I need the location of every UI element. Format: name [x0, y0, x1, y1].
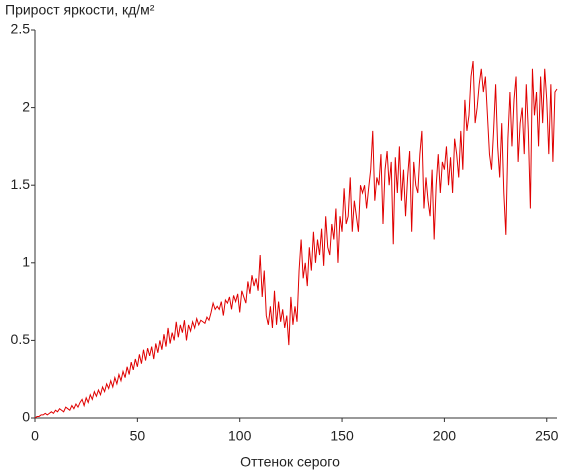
x-tick-label: 100 — [228, 428, 252, 444]
data-line — [34, 60, 558, 419]
x-tick-label: 250 — [535, 428, 559, 444]
chart-title: Прирост яркости, кд/м² — [5, 2, 155, 18]
y-tick-label: 2.5 — [11, 21, 31, 37]
x-axis-label: Оттенок серого — [240, 454, 340, 470]
x-tick-label: 200 — [433, 428, 457, 444]
y-tick-label: 0 — [22, 409, 30, 425]
y-tick-label: 1.5 — [11, 176, 31, 192]
x-tick-label: 150 — [330, 428, 354, 444]
x-tick-label: 0 — [31, 428, 39, 444]
x-tick-label: 50 — [130, 428, 146, 444]
y-tick-label: 1 — [22, 254, 30, 270]
y-tick-label: 0.5 — [11, 331, 31, 347]
y-tick-label: 2 — [22, 98, 30, 114]
